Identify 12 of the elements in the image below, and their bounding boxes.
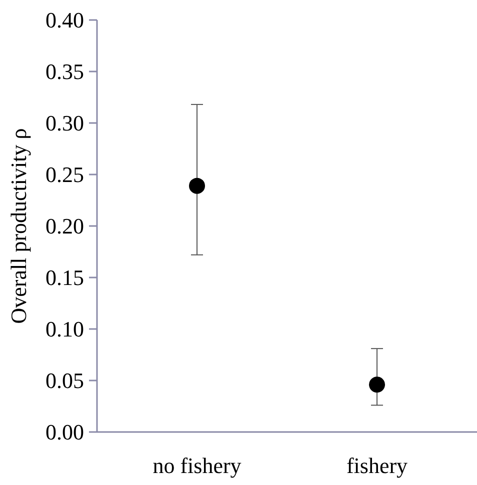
y-axis-title: Overall productivity ρ (6, 128, 31, 324)
y-tick-label: 0.05 (46, 368, 84, 394)
y-tick-label: 0.20 (46, 214, 84, 239)
x-tick-label: no fishery (152, 453, 242, 478)
y-tick-label: 0.30 (46, 110, 84, 136)
y-tick-label: 0.40 (46, 8, 84, 33)
x-tick-label: fishery (346, 453, 408, 478)
y-tick-label: 0.25 (46, 162, 84, 188)
y-tick-label: 0.35 (46, 59, 84, 84)
y-tick-label: 0.00 (46, 420, 84, 445)
y-tick-label: 0.15 (46, 265, 84, 290)
y-tick-label: 0.10 (46, 316, 84, 342)
